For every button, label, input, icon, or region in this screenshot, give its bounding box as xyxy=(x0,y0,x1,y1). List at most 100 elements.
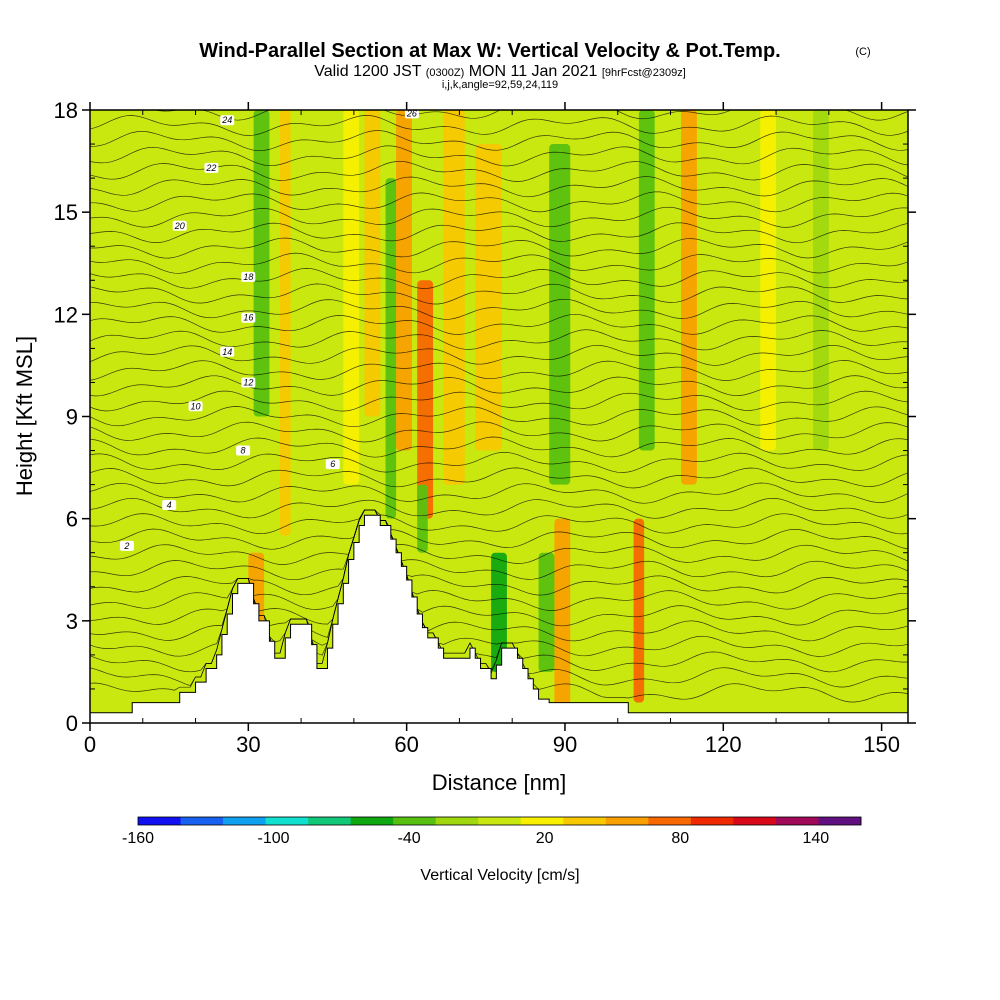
colorbar-swatch xyxy=(733,817,777,825)
downdraft-band-6 xyxy=(638,110,655,451)
theta-label-26: 26 xyxy=(406,108,417,118)
updraft-band-3 xyxy=(364,110,381,417)
theta-contour-line xyxy=(90,130,908,152)
theta-contour-line xyxy=(90,206,908,228)
theta-label-box xyxy=(119,540,134,551)
chart-title-mark: (C) xyxy=(855,46,870,58)
theta-label-box xyxy=(188,401,203,412)
y-tick-label: 9 xyxy=(66,405,78,430)
y-tick-label: 6 xyxy=(66,507,78,532)
terrain xyxy=(90,514,908,723)
colorbar-tick-label: 80 xyxy=(671,830,689,847)
x-axis-label: Distance [nm] xyxy=(432,770,567,795)
colorbar-swatch xyxy=(435,817,479,825)
updraft-band-11 xyxy=(760,110,777,451)
y-axis: 0 3 6 9 12 15 18 xyxy=(54,98,916,736)
colorbar-label: Vertical Velocity [cm/s] xyxy=(420,867,579,884)
theta-label-8: 8 xyxy=(241,446,246,456)
theta-contour-line xyxy=(90,283,908,305)
downdraft-band-2 xyxy=(417,484,428,553)
theta-contour-line xyxy=(90,344,908,366)
theta-label-box xyxy=(172,220,187,231)
x-tick-label: 90 xyxy=(553,732,577,757)
theta-label-box xyxy=(162,500,177,511)
updraft-band-1 xyxy=(279,110,291,536)
theta-contour-line xyxy=(90,176,908,198)
theta-contour-line xyxy=(90,421,908,443)
colorbar-swatch xyxy=(265,817,309,825)
theta-contour-line xyxy=(90,390,908,412)
theta-contour-line xyxy=(90,329,908,351)
theta-contour-line xyxy=(90,436,908,458)
y-tick-label: 12 xyxy=(54,302,78,327)
x-tick-label: 0 xyxy=(84,732,96,757)
updraft-band-8 xyxy=(554,518,571,706)
colorbar-ticks: -160 -100 -40 20 80 140 xyxy=(122,830,829,847)
theta-label-6: 6 xyxy=(330,459,335,469)
colorbar-swatch xyxy=(308,817,352,825)
chart-grid-info: i,j,k,angle=92,59,24,119 xyxy=(442,79,558,91)
theta-label-box xyxy=(220,346,235,357)
theta-contour-line xyxy=(90,145,908,167)
theta-contour-line xyxy=(90,509,908,627)
theta-contour-line xyxy=(90,237,908,259)
theta-contour-line xyxy=(90,509,908,565)
theta-contour-line xyxy=(90,222,908,244)
subtitle-forecast: [9hrFcst@2309z] xyxy=(602,67,686,79)
theta-label-box xyxy=(220,115,235,126)
theta-contour-line xyxy=(90,375,908,397)
theta-label-24: 24 xyxy=(221,115,232,125)
theta-contour-line xyxy=(90,298,908,320)
theta-contour-line xyxy=(90,497,908,519)
theta-label-2: 2 xyxy=(123,541,129,551)
colorbar-tick-label: -160 xyxy=(122,830,154,847)
updraft-band-7 xyxy=(475,144,502,451)
theta-contour-line xyxy=(90,509,908,642)
theta-contour-line xyxy=(90,509,908,596)
theta-contour-line xyxy=(90,509,908,611)
colorbar-swatch xyxy=(180,817,224,825)
colorbar-swatch xyxy=(818,817,862,825)
colorbar-swatch xyxy=(393,817,437,825)
theta-contour-line xyxy=(90,268,908,289)
theta-label-12: 12 xyxy=(243,377,253,387)
theta-label-4: 4 xyxy=(167,500,172,510)
subtitle-utc: (0300Z) xyxy=(426,67,465,79)
colorbar-tick-label: -40 xyxy=(398,830,421,847)
colorbar-tick-label: 20 xyxy=(536,830,554,847)
colorbar-swatch xyxy=(563,817,607,825)
theta-contour-line xyxy=(90,509,908,535)
velocity-field xyxy=(248,110,829,706)
theta-contour-line xyxy=(90,313,908,335)
subtitle-date: MON 11 Jan 2021 xyxy=(469,63,598,80)
updraft-band-9 xyxy=(633,518,645,703)
theta-label-10: 10 xyxy=(191,401,201,411)
theta-label-20: 20 xyxy=(174,221,185,231)
colorbar-swatch xyxy=(223,817,267,825)
y-tick-label: 0 xyxy=(66,711,78,736)
colorbar-swatch xyxy=(520,817,564,825)
theta-label-box xyxy=(204,162,219,173)
colorbar-swatch xyxy=(648,817,692,825)
theta-contour-line xyxy=(90,509,908,550)
theta-contour-line xyxy=(90,509,908,581)
colorbar-swatch xyxy=(478,817,522,825)
chart-subtitle: Valid 1200 JST (0300Z) MON 11 Jan 2021 [… xyxy=(314,63,686,80)
downdraft-band-7 xyxy=(813,110,829,451)
subtitle-valid: Valid 1200 JST xyxy=(314,63,422,80)
theta-label-box xyxy=(325,459,340,470)
theta-label-box xyxy=(404,110,419,119)
updraft-band-10 xyxy=(681,110,697,485)
theta-label-box xyxy=(241,377,256,388)
updraft-band-6 xyxy=(443,110,465,485)
theta-label-14: 14 xyxy=(222,347,232,357)
theta-contour-line xyxy=(90,482,908,504)
chart-title: Wind-Parallel Section at Max W: Vertical… xyxy=(199,40,780,62)
x-tick-label: 30 xyxy=(236,732,260,757)
colorbar-swatch xyxy=(138,817,182,825)
x-tick-label: 120 xyxy=(705,732,742,757)
x-axis: 0 30 60 90 120 150 xyxy=(84,102,900,757)
theta-contour-line xyxy=(90,406,908,428)
